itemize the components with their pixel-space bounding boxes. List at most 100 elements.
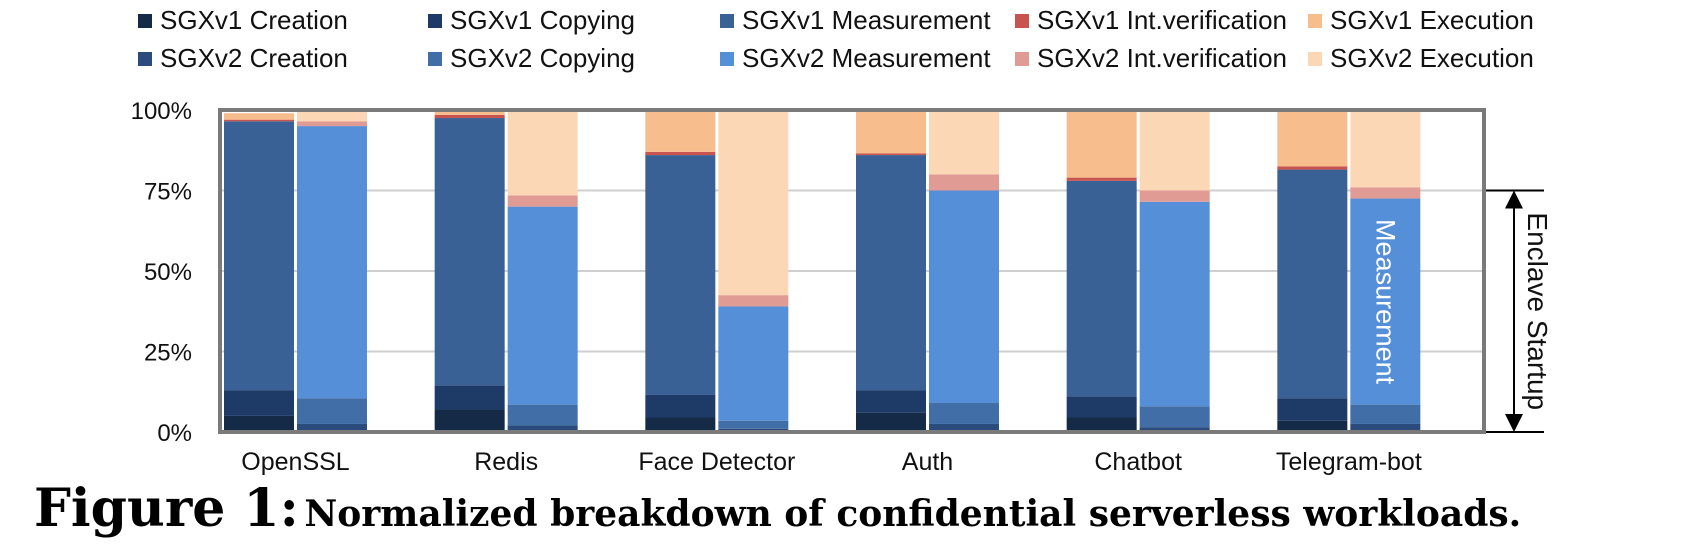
legend-label: SGXv2 Creation — [160, 43, 348, 73]
bar-segment — [224, 390, 294, 416]
y-tick-label: 0% — [157, 420, 192, 447]
bar-segment — [929, 423, 999, 432]
bar-segment — [1350, 404, 1421, 424]
caption-label: Figure 1: — [34, 478, 299, 539]
legend-swatch — [1308, 52, 1322, 66]
bar-segment — [1350, 198, 1421, 405]
y-axis-ticks: 0% 25% 50% 75% 100% — [131, 98, 192, 447]
bar-segment — [297, 398, 367, 424]
bar-segment — [1139, 406, 1210, 428]
legend-swatch — [1015, 14, 1029, 28]
bar-segment — [297, 121, 367, 127]
bar-segment — [929, 403, 999, 424]
bar-segment — [645, 110, 716, 152]
bar-segment — [1139, 427, 1210, 432]
legend-swatch — [138, 52, 152, 66]
legend-label: SGXv2 Int.verification — [1037, 43, 1287, 73]
bar-segment — [929, 190, 999, 404]
y-tick-label: 100% — [131, 98, 192, 125]
x-category-label: Face Detector — [638, 448, 795, 476]
bar-segment — [929, 174, 999, 191]
bar-segment — [1277, 110, 1348, 167]
x-category-label: OpenSSL — [241, 448, 350, 476]
legend-swatch — [428, 52, 442, 66]
legend-swatch — [1308, 14, 1322, 28]
bar-segment — [645, 394, 716, 418]
legend-label: SGXv1 Int.verification — [1037, 5, 1287, 35]
bar-segment — [297, 126, 367, 399]
bar-segment — [718, 306, 789, 421]
plot-frame — [218, 108, 1486, 434]
bar-segment — [224, 121, 294, 391]
chart-bars — [224, 110, 1421, 432]
bar-segment — [1139, 190, 1210, 202]
x-category-label: Telegram-bot — [1276, 448, 1422, 476]
chart-annotations: Measurement Enclave Startup — [1370, 189, 1553, 433]
bar-segment — [645, 155, 716, 395]
bar-segment — [1350, 187, 1421, 199]
arrow-up-icon — [1505, 190, 1523, 209]
bar-segment — [297, 110, 367, 122]
bar-segment — [507, 425, 578, 432]
bar-segment — [507, 206, 578, 405]
bar-segment — [1066, 396, 1137, 418]
bar-segment — [856, 155, 926, 391]
bar-segment — [645, 151, 716, 156]
bar-segment — [1350, 110, 1421, 188]
legend-swatch — [428, 14, 442, 28]
bar-segment — [1277, 169, 1348, 399]
legend-swatch — [138, 14, 152, 28]
legend-swatch — [720, 14, 734, 28]
x-axis-labels: OpenSSL Redis Face Detector Auth Chatbot Tele… — [241, 448, 1422, 476]
bar-segment — [507, 404, 578, 426]
bar-segment — [507, 195, 578, 207]
legend-label: SGXv2 Copying — [450, 43, 635, 73]
bar-segment — [856, 110, 926, 154]
bar-segment — [434, 409, 505, 432]
bar-segment — [856, 153, 926, 156]
bar-segment — [718, 420, 789, 429]
legend-label: SGXv2 Execution — [1330, 43, 1534, 73]
bar-segment — [1350, 423, 1421, 432]
bar-segment — [1277, 420, 1348, 432]
bar-segment — [718, 110, 789, 296]
bar-segment — [224, 119, 294, 122]
bar-segment — [1066, 417, 1137, 432]
bar-segment — [224, 113, 294, 120]
bar-segment — [1066, 177, 1137, 181]
figure-caption: Figure 1: Normalized breakdown of confid… — [34, 478, 1521, 539]
bar-segment — [1277, 398, 1348, 421]
bar-segment — [297, 423, 367, 432]
bar-segment — [434, 114, 505, 119]
y-tick-label: 75% — [144, 179, 192, 206]
x-category-label: Auth — [902, 448, 953, 476]
legend-label: SGXv2 Measurement — [742, 43, 991, 73]
enclave-startup-annotation: Enclave Startup — [1522, 212, 1553, 410]
bar-segment — [1066, 180, 1137, 397]
arrow-down-icon — [1505, 414, 1523, 432]
legend-label: SGXv1 Creation — [160, 5, 348, 35]
x-category-label: Redis — [474, 448, 538, 476]
legend-label: SGXv1 Copying — [450, 5, 635, 35]
bar-segment — [434, 385, 505, 410]
y-tick-label: 50% — [144, 259, 192, 286]
bar-segment — [1139, 201, 1210, 407]
bar-segment — [856, 412, 926, 432]
chart-figure: SGXv1 Creation SGXv1 Copying SGXv1 Measure… — [131, 5, 1553, 476]
bar-segment — [434, 110, 505, 115]
bar-segment — [434, 118, 505, 386]
legend-swatch — [1015, 52, 1029, 66]
y-tick-label: 25% — [144, 340, 192, 367]
chart-legend: SGXv1 Creation SGXv1 Copying SGXv1 Measure… — [138, 5, 1534, 73]
bar-segment — [507, 110, 578, 196]
caption-text: Normalized breakdown of confidential ser… — [304, 493, 1522, 535]
legend-label: SGXv1 Measurement — [742, 5, 991, 35]
bar-segment — [1139, 110, 1210, 191]
legend-swatch — [720, 52, 734, 66]
bar-segment — [224, 415, 294, 432]
measurement-annotation: Measurement — [1370, 219, 1400, 385]
bar-segment — [645, 417, 716, 432]
bar-segment — [929, 110, 999, 175]
bar-segment — [718, 295, 789, 307]
legend-label: SGXv1 Execution — [1330, 5, 1534, 35]
